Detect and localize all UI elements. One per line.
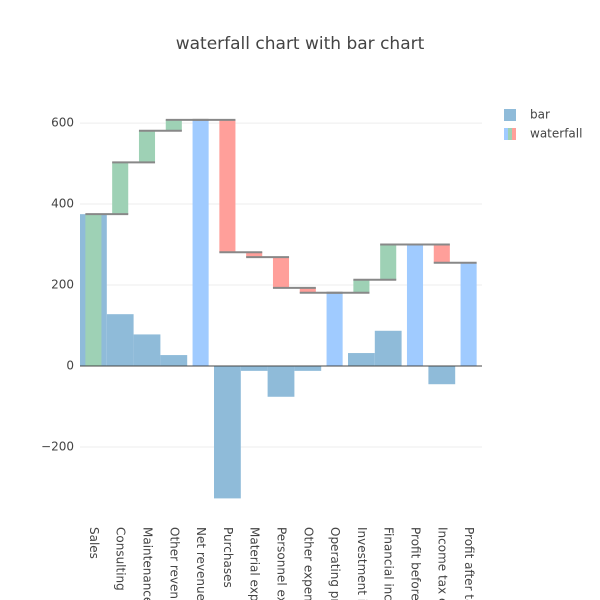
- waterfall-bar: [326, 292, 343, 367]
- y-tick-label: 200: [51, 278, 74, 292]
- x-tick-label: Income tax expense: [435, 527, 449, 600]
- bar: [133, 334, 161, 367]
- x-tick-label: Other expenses: [301, 527, 315, 600]
- bar: [214, 366, 241, 499]
- x-tick-label: Net revenue: [194, 527, 208, 600]
- legend-label: waterfall: [530, 127, 582, 141]
- x-tick-label: Financial income: [382, 527, 396, 600]
- waterfall-bar: [353, 279, 370, 293]
- legend-swatch: [504, 109, 516, 121]
- waterfall-bar: [380, 244, 397, 280]
- waterfall-bar: [192, 119, 209, 367]
- bar: [374, 330, 402, 367]
- x-tick-label: Operating profit: [328, 527, 342, 600]
- waterfall-bar: [112, 162, 129, 215]
- waterfall-bar: [406, 244, 424, 367]
- waterfall-bar: [246, 252, 263, 258]
- y-tick-label: −200: [41, 439, 74, 453]
- bar: [240, 366, 268, 371]
- bar: [160, 355, 188, 367]
- waterfall-bar: [272, 257, 290, 288]
- waterfall-bar: [85, 214, 102, 367]
- x-tick-label: Material expenses: [248, 527, 262, 600]
- chart-title: waterfall chart with bar chart: [176, 34, 425, 54]
- x-tick-label: Maintenance: [141, 527, 155, 600]
- waterfall-bar: [299, 287, 316, 293]
- bar: [267, 366, 295, 397]
- bar: [106, 314, 134, 367]
- x-tick-label: Investment income: [355, 527, 369, 600]
- legend-swatch: [508, 128, 512, 140]
- x-tick-label: Other revenue: [167, 527, 181, 600]
- x-tick-label: Purchases: [221, 527, 235, 588]
- x-tick-label: Personnel expenses: [275, 527, 289, 600]
- waterfall-bar: [460, 262, 477, 367]
- legend-swatch: [512, 128, 516, 140]
- y-tick-label: 0: [66, 359, 74, 373]
- bar: [348, 353, 375, 367]
- x-tick-label: Consulting: [114, 527, 128, 591]
- y-tick-label: 600: [51, 116, 74, 130]
- legend-swatch: [504, 128, 508, 140]
- y-tick-label: 400: [51, 197, 74, 211]
- bar: [294, 366, 322, 371]
- x-tick-label: Sales: [87, 527, 101, 559]
- legend-label: bar: [530, 108, 550, 122]
- waterfall-bar: [138, 130, 156, 163]
- waterfall-bar: [433, 244, 450, 263]
- x-tick-label: Profit before tax: [409, 527, 423, 600]
- waterfall-bar: [165, 119, 182, 131]
- bar: [428, 366, 456, 385]
- waterfall-bar: [219, 119, 236, 253]
- x-tick-label: Profit after tax: [462, 527, 476, 600]
